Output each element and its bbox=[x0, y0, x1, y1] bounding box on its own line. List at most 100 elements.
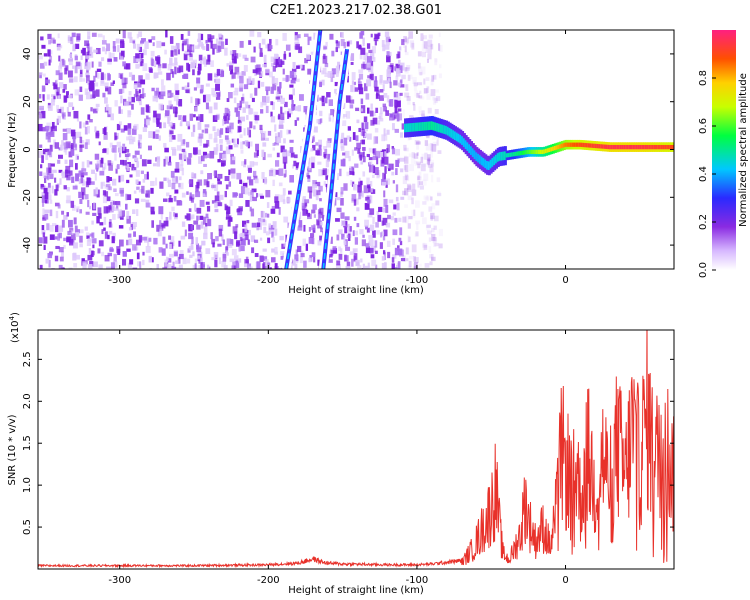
spectrogram-noise-cell bbox=[395, 264, 399, 269]
spectrogram-noise-cell bbox=[186, 258, 191, 264]
spectrogram-noise-cell bbox=[433, 241, 437, 247]
spectrogram-noise-cell bbox=[404, 172, 409, 177]
spectrogram-noise-cell bbox=[164, 259, 168, 267]
spectrogram-noise-cell bbox=[53, 95, 56, 100]
spectrogram-noise-cell bbox=[297, 245, 302, 253]
spectrogram-noise-cell bbox=[408, 153, 414, 158]
spectrogram-noise-cell bbox=[39, 72, 43, 76]
spectrogram-noise-cell bbox=[389, 81, 392, 89]
spectrogram-noise-cell bbox=[419, 71, 423, 76]
spectrogram-noise-cell bbox=[404, 51, 409, 56]
spectrogram-noise-cell bbox=[57, 159, 61, 164]
spectrogram-noise-cell bbox=[75, 61, 81, 67]
spectrogram-noise-cell bbox=[125, 162, 128, 170]
spectrogram-noise-cell bbox=[307, 186, 313, 193]
spectrogram-signal-cell bbox=[491, 158, 495, 167]
spectrogram-noise-cell bbox=[335, 264, 341, 269]
spectrogram-noise-cell bbox=[399, 80, 402, 84]
spectrogram-noise-cell bbox=[86, 125, 90, 134]
spectrogram-noise-cell bbox=[311, 209, 316, 214]
spectrogram-noise-cell bbox=[395, 168, 398, 176]
spectrogram-noise-cell bbox=[114, 135, 118, 140]
spectrogram-noise-cell bbox=[87, 254, 93, 261]
spectrogram-noise-cell bbox=[372, 155, 377, 161]
spectrogram-noise-cell bbox=[430, 149, 433, 158]
spectrogram-noise-cell bbox=[168, 235, 171, 240]
spectrogram-noise-cell bbox=[235, 53, 239, 59]
spectrogram-noise-cell bbox=[313, 126, 318, 133]
spectrogram-noise-cell bbox=[328, 253, 333, 258]
spectrogram-noise-cell bbox=[113, 57, 118, 62]
spectrogram-noise-cell bbox=[140, 170, 144, 175]
spectrogram-noise-cell bbox=[39, 63, 45, 69]
spectrogram-noise-cell bbox=[413, 256, 416, 262]
spectrogram-noise-cell bbox=[185, 38, 189, 45]
spectrogram-noise-cell bbox=[60, 144, 63, 151]
spectrogram-noise-cell bbox=[327, 138, 333, 144]
spectrogram-noise-cell bbox=[343, 137, 348, 146]
spectrogram-noise-cell bbox=[358, 181, 361, 188]
spectrogram-noise-cell bbox=[246, 115, 249, 120]
spectrogram-noise-cell bbox=[243, 263, 248, 268]
spectrogram-noise-cell bbox=[39, 105, 44, 110]
spectrogram-signal-cell bbox=[446, 126, 450, 136]
spectrogram-noise-cell bbox=[332, 246, 337, 251]
spectrogram-noise-cell bbox=[67, 230, 73, 236]
spectrogram-noise-cell bbox=[79, 86, 83, 93]
spectrogram-noise-cell bbox=[86, 160, 90, 168]
spectrogram-noise-cell bbox=[45, 175, 49, 180]
spectrogram-noise-cell bbox=[414, 160, 418, 166]
spectrogram-signal-cell bbox=[618, 144, 622, 150]
spectrogram-noise-cell bbox=[318, 139, 322, 148]
spectrogram-noise-cell bbox=[119, 152, 122, 158]
spectrogram-noise-cell bbox=[340, 32, 344, 39]
spectrogram-noise-cell bbox=[249, 161, 255, 167]
spectrogram-noise-cell bbox=[66, 195, 71, 204]
spectrogram-noise-cell bbox=[189, 254, 193, 259]
spectrogram-noise-cell bbox=[190, 96, 193, 104]
spectrogram-noise-cell bbox=[208, 38, 213, 43]
spectrogram-noise-cell bbox=[349, 104, 354, 109]
spectrogram-noise-cell bbox=[436, 96, 441, 102]
spectrogram-noise-cell bbox=[102, 46, 105, 52]
spectrogram-noise-cell bbox=[85, 139, 90, 145]
spectrogram-noise-cell bbox=[438, 45, 442, 52]
spectrogram-noise-cell bbox=[108, 221, 112, 228]
spectrogram-noise-cell bbox=[375, 150, 380, 159]
spectrogram-noise-cell bbox=[407, 185, 412, 192]
spectrogram-noise-cell bbox=[158, 135, 161, 141]
spectrogram-noise-cell bbox=[73, 217, 77, 225]
spectrogram-noise-cell bbox=[84, 194, 89, 200]
spectrogram-noise-cell bbox=[112, 214, 116, 220]
spectrogram-noise-cell bbox=[249, 206, 252, 212]
spectrogram-noise-cell bbox=[346, 135, 351, 140]
spectrogram-noise-cell bbox=[104, 191, 109, 197]
spectrogram-noise-cell bbox=[407, 98, 411, 105]
spectrogram-noise-cell bbox=[156, 118, 161, 125]
spectrogram-signal-cell bbox=[598, 144, 602, 149]
spectrogram-noise-cell bbox=[199, 215, 204, 220]
spectrogram-noise-cell bbox=[265, 231, 270, 236]
spectrogram-noise-cell bbox=[422, 242, 426, 251]
spectrogram-noise-cell bbox=[133, 93, 138, 98]
spectrogram-noise-cell bbox=[122, 258, 127, 266]
spectrogram-noise-cell bbox=[131, 225, 136, 230]
spectrogram-noise-cell bbox=[84, 142, 88, 150]
spectrogram-noise-cell bbox=[288, 94, 293, 100]
spectrogram-signal-cell bbox=[445, 125, 449, 135]
spectrogram-noise-cell bbox=[279, 235, 284, 241]
spectrogram-noise-cell bbox=[256, 261, 261, 269]
spectrogram-noise-cell bbox=[374, 167, 379, 176]
spectrogram-noise-cell bbox=[402, 255, 406, 262]
spectrogram-noise-cell bbox=[171, 176, 177, 182]
x-tick-label: -100 bbox=[406, 575, 429, 586]
spectrogram-noise-cell bbox=[431, 227, 435, 233]
spectrogram-noise-cell bbox=[343, 183, 348, 191]
spectrogram-noise-cell bbox=[42, 217, 47, 221]
spectrogram-noise-cell bbox=[84, 62, 88, 67]
spectrogram-noise-cell bbox=[330, 249, 334, 256]
spectrogram-noise-cell bbox=[431, 203, 436, 210]
spectrogram-noise-cell bbox=[188, 232, 194, 240]
spectrogram-noise-cell bbox=[130, 223, 133, 231]
spectrogram-noise-cell bbox=[203, 240, 206, 246]
